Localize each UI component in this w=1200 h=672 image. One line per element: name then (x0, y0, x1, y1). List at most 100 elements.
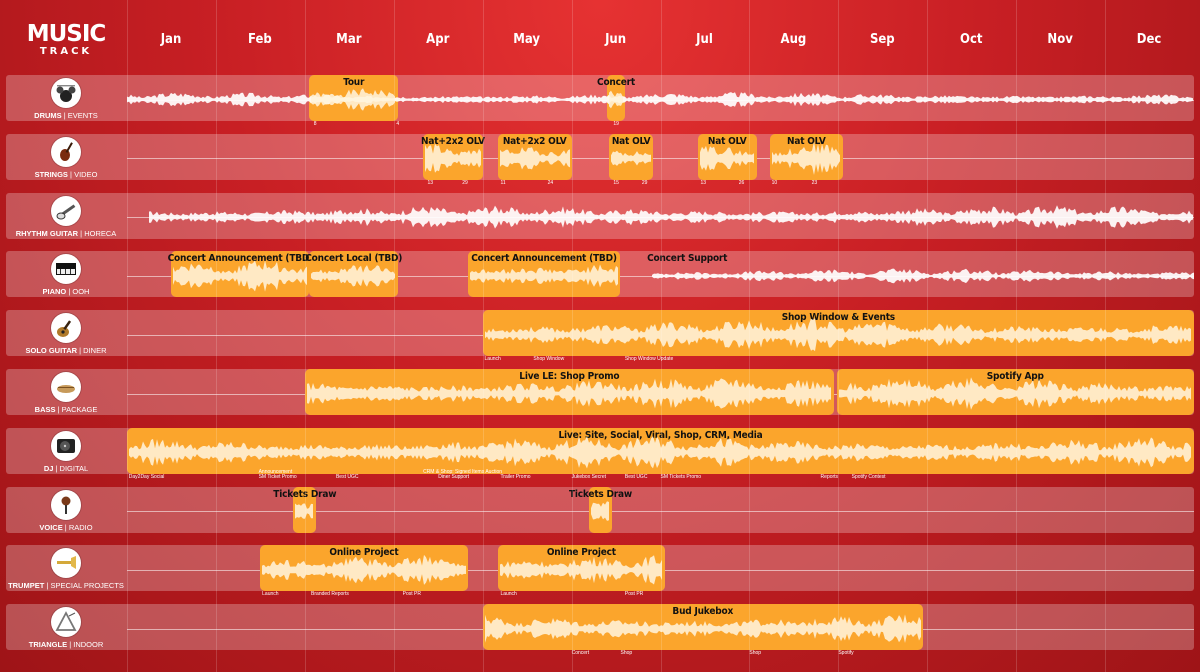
instrument-name: BASS (34, 405, 56, 414)
bass-guitar-icon (51, 372, 81, 402)
month-label-nov: Nov (1047, 32, 1073, 47)
drum-kit-icon (51, 78, 81, 108)
timeline-marker: Spotify Contest (851, 473, 886, 480)
timeline-marker: 13 (427, 179, 434, 186)
timeline-marker: CRM & Shop: Signed Items Auction (423, 468, 503, 475)
track-name: RHYTHM GUITAR | HORECA (5, 229, 127, 238)
trumpet-icon (51, 548, 81, 579)
logo-title: MUSIC (26, 21, 107, 47)
instrument-name: RHYTHM GUITAR (15, 228, 79, 238)
timeline-marker: Trailer Promo (500, 473, 531, 480)
month-label-jul: Jul (696, 32, 713, 47)
instrument-name: VOICE (39, 522, 63, 532)
segment-label: Online Project (546, 547, 616, 559)
instrument-name: TRUMPET (8, 581, 45, 591)
timeline-marker: 10 (771, 179, 778, 186)
timeline-marker: 24 (547, 179, 554, 186)
channel-name: VIDEO (74, 169, 98, 179)
month-divider (1105, 0, 1107, 672)
segment-label: Tickets Draw (568, 488, 632, 500)
track-name: BASS | PACKAGE (5, 405, 127, 414)
month-label-sep: Sep (869, 32, 895, 47)
timeline-marker: Best UGC (335, 473, 359, 480)
segment-label: Concert Announcement (TBD) (167, 253, 314, 265)
segment-label: Concert Announcement (TBD) (471, 253, 617, 265)
segment-label: Nat OLV (611, 135, 651, 147)
segment-label: Bud Jukebox (672, 606, 734, 618)
month-divider (927, 0, 929, 672)
timeline-marker: Spotify (838, 650, 854, 657)
segment-label: Tickets Draw (273, 488, 337, 500)
acoustic-guitar-icon (51, 313, 81, 344)
instrument-name: STRINGS (34, 169, 68, 179)
timeline-marker: 29 (641, 179, 648, 186)
month-label-jun: Jun (605, 32, 627, 47)
month-divider (393, 0, 395, 672)
timeline-marker: Shop (620, 650, 633, 657)
track-name: DJ | DIGITAL (5, 464, 127, 473)
month-label-mar: Mar (336, 32, 362, 47)
timeline-marker: SM Tickets Promo (660, 473, 702, 480)
timeline-marker: Shop (749, 650, 762, 657)
track-lane-strings (6, 133, 1194, 180)
timeline-marker: Diner Support (438, 473, 470, 480)
timeline-marker: Launch (500, 591, 517, 598)
logo-subtitle: TRACK (39, 46, 93, 57)
track-name: SOLO GUITAR | DINER (5, 346, 127, 355)
triangle-instrument-icon (51, 607, 81, 638)
separator: | (77, 346, 84, 356)
segment-label: Shop Window & Events (781, 312, 895, 324)
logo: MUSIC TRACK (6, 22, 126, 58)
month-divider (482, 0, 484, 672)
timeline-marker: Post PR (624, 591, 644, 598)
track-name: STRINGS | VIDEO (5, 170, 127, 179)
segment-label: Live: Site, Social, Viral, Shop, CRM, Me… (558, 429, 763, 441)
violin-icon (51, 136, 81, 167)
month-divider (304, 0, 306, 672)
month-divider (838, 0, 840, 672)
month-label-dec: Dec (1136, 32, 1162, 47)
segment-label: Nat OLV (707, 135, 747, 147)
separator: | (53, 463, 60, 473)
channel-name: OOH (72, 287, 90, 297)
timeline-marker: Launch (484, 356, 501, 363)
month-divider (1016, 0, 1018, 672)
separator: | (61, 111, 68, 120)
segment-label: Concert (597, 77, 636, 88)
segment-label: Nat+2x2 OLV (502, 135, 567, 147)
timeline-marker: 13 (700, 179, 707, 186)
instrument-name: TRIANGLE (28, 640, 68, 650)
channel-name: HORECA (84, 228, 117, 238)
month-divider (127, 0, 128, 672)
segment-label: Spotify App (986, 371, 1044, 382)
month-label-oct: Oct (960, 32, 983, 47)
track-baseline (127, 158, 1194, 160)
separator: | (78, 228, 85, 238)
month-label-feb: Feb (248, 32, 272, 47)
timeline-marker: Day2Day Social (128, 473, 165, 480)
channel-name: DIGITAL (59, 463, 89, 473)
separator: | (66, 287, 73, 297)
timeline-marker: Branded Reports (311, 591, 349, 598)
channel-name: INDOOR (73, 640, 104, 650)
separator: | (55, 405, 62, 414)
month-divider (215, 0, 217, 672)
track-name: VOICE | RADIO (5, 523, 127, 532)
instrument-name: SOLO GUITAR (25, 346, 78, 356)
timeline-marker: Launch (262, 591, 279, 598)
instrument-name: DJ (43, 463, 54, 473)
month-label-aug: Aug (780, 32, 807, 47)
microphone-icon (51, 489, 81, 520)
electric-guitar-icon (51, 195, 81, 226)
timeline-marker: Shop Window Update (624, 356, 674, 363)
separator: | (62, 522, 69, 532)
month-divider (749, 0, 751, 672)
track-baseline (127, 511, 1194, 513)
segment-label: Live LE: Shop Promo (519, 371, 620, 382)
channel-name: SPECIAL PROJECTS (50, 581, 124, 591)
segment-label: Online Project (329, 547, 399, 559)
track-name: TRIANGLE | INDOOR (5, 640, 127, 649)
timeline-marker: 19 (613, 121, 619, 127)
timeline-marker: 8 (313, 121, 317, 127)
